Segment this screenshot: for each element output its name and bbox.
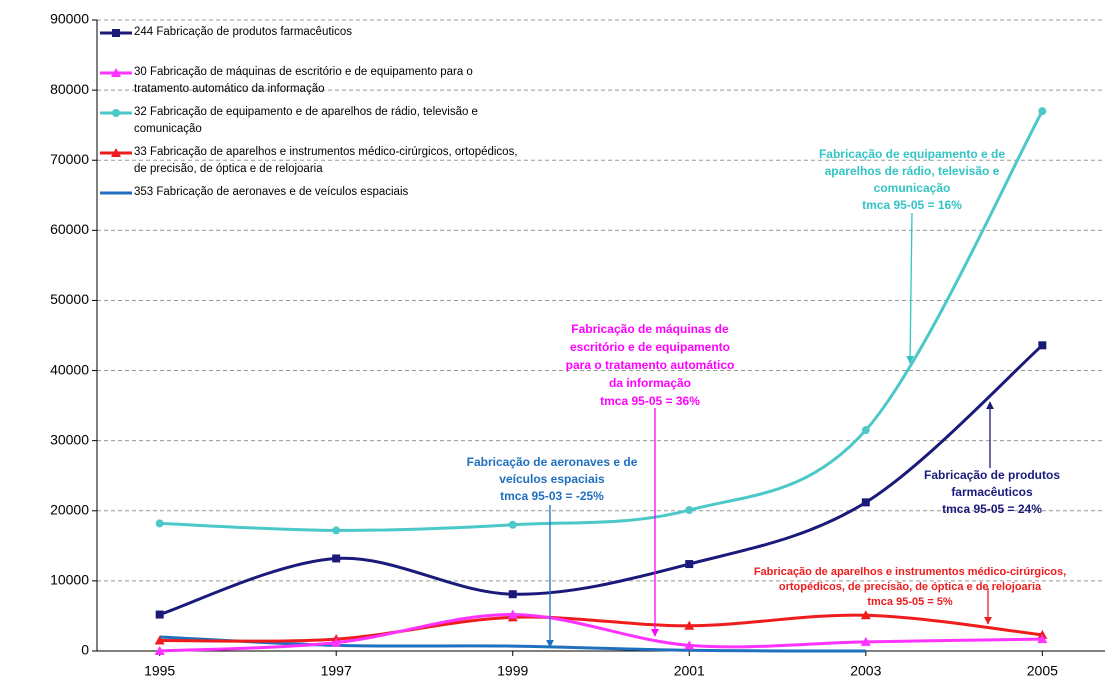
series-line — [159, 613, 1043, 653]
annotation-text: Fabricação de aeronaves e de — [467, 455, 638, 469]
legend-label: 32 Fabricação de equipamento e de aparel… — [134, 106, 478, 135]
y-tick-label: 0 — [81, 642, 89, 658]
y-tick-label: 20000 — [50, 501, 89, 517]
marker — [111, 148, 121, 157]
legend-swatch — [100, 29, 132, 37]
marker — [684, 620, 695, 630]
y-tick-label: 80000 — [50, 81, 89, 97]
legend-entry: 32 Fabricação de equipamento e de aparel… — [98, 104, 528, 144]
annotation-text: tmca 95-03 = -25% — [500, 489, 604, 503]
marker — [1038, 341, 1047, 350]
annotation-text: Fabricação de máquinas de — [571, 322, 729, 336]
marker — [112, 29, 120, 37]
annotation-text: Fabricação de equipamento e de — [819, 147, 1005, 161]
marker — [112, 109, 120, 117]
marker — [861, 498, 870, 507]
annotation-text: Fabricação de produtos — [924, 468, 1060, 482]
marker — [332, 526, 341, 535]
legend: 244 Fabricação de produtos farmacêuticos… — [98, 24, 528, 224]
series-line — [159, 613, 1043, 643]
marker — [1038, 107, 1047, 116]
legend-label: 33 Fabricação de aparelhos e instrumento… — [134, 146, 518, 175]
annotation-text: veículos espaciais — [499, 472, 605, 486]
marker — [508, 590, 517, 599]
annotation-text: Fabricação de aparelhos e instrumentos m… — [754, 566, 1066, 578]
legend-swatch — [100, 191, 132, 195]
series-line — [159, 110, 1044, 532]
legend-swatch — [100, 68, 132, 77]
y-tick-label: 40000 — [50, 361, 89, 377]
marker — [685, 506, 694, 515]
marker — [860, 610, 871, 620]
annotation-text: farmacêuticos — [951, 485, 1033, 499]
series-line — [159, 635, 866, 653]
annotation-text: para o tratamento automático — [566, 358, 735, 372]
annotation-text: ortopédicos, de precisão, de óptica e de… — [779, 581, 1042, 593]
annotation-arrow — [906, 212, 914, 364]
y-tick-label: 70000 — [50, 151, 89, 167]
marker — [155, 610, 164, 619]
annotation-text: tmca 95-05 = 16% — [862, 198, 962, 212]
annotation-text: tmca 95-05 = 24% — [942, 502, 1042, 516]
annotation-text: escritório e de equipamento — [570, 340, 730, 354]
x-tick-label: 2005 — [1027, 663, 1058, 679]
legend-entry: 244 Fabricação de produtos farmacêuticos — [98, 24, 528, 64]
legend-label: 353 Fabricação de aeronaves e de veículo… — [134, 186, 409, 198]
marker — [861, 426, 870, 435]
x-tick-label: 2001 — [674, 663, 705, 679]
x-tick-label: 1995 — [144, 663, 175, 679]
marker — [154, 635, 165, 645]
x-tick-label: 1997 — [321, 663, 352, 679]
marker — [860, 636, 871, 646]
annotation-text: tmca 95-05 = 5% — [867, 596, 953, 608]
y-tick-label: 60000 — [50, 221, 89, 237]
y-tick-label: 10000 — [50, 572, 89, 588]
legend-swatch — [100, 148, 132, 157]
marker — [111, 68, 121, 77]
legend-entry: 33 Fabricação de aparelhos e instrumento… — [98, 144, 528, 184]
marker — [508, 520, 517, 529]
marker — [1037, 634, 1048, 644]
annotation-text: tmca 95-05 = 36% — [600, 394, 700, 408]
series-line — [159, 344, 1044, 616]
y-tick-label: 30000 — [50, 431, 89, 447]
annotation-text: comunicação — [874, 181, 951, 195]
y-tick-label: 50000 — [50, 291, 89, 307]
annotation-text: da informação — [609, 376, 691, 390]
marker — [154, 646, 165, 655]
legend-entry: 30 Fabricação de máquinas de escritório … — [98, 64, 528, 104]
x-tick-label: 1999 — [497, 663, 528, 679]
marker — [684, 640, 695, 650]
marker — [155, 519, 164, 528]
annotation-text: aparelhos de rádio, televisão e — [825, 164, 1000, 178]
x-tick-label: 2003 — [850, 663, 881, 679]
legend-label: 244 Fabricação de produtos farmacêuticos — [134, 26, 352, 38]
legend-label: 30 Fabricação de máquinas de escritório … — [134, 66, 473, 95]
legend-entry: 353 Fabricação de aeronaves e de veículo… — [98, 184, 528, 224]
marker — [331, 637, 342, 647]
marker — [332, 554, 341, 563]
y-tick-label: 90000 — [50, 11, 89, 27]
marker — [507, 609, 518, 619]
legend-swatch — [100, 109, 132, 117]
marker — [685, 560, 694, 569]
